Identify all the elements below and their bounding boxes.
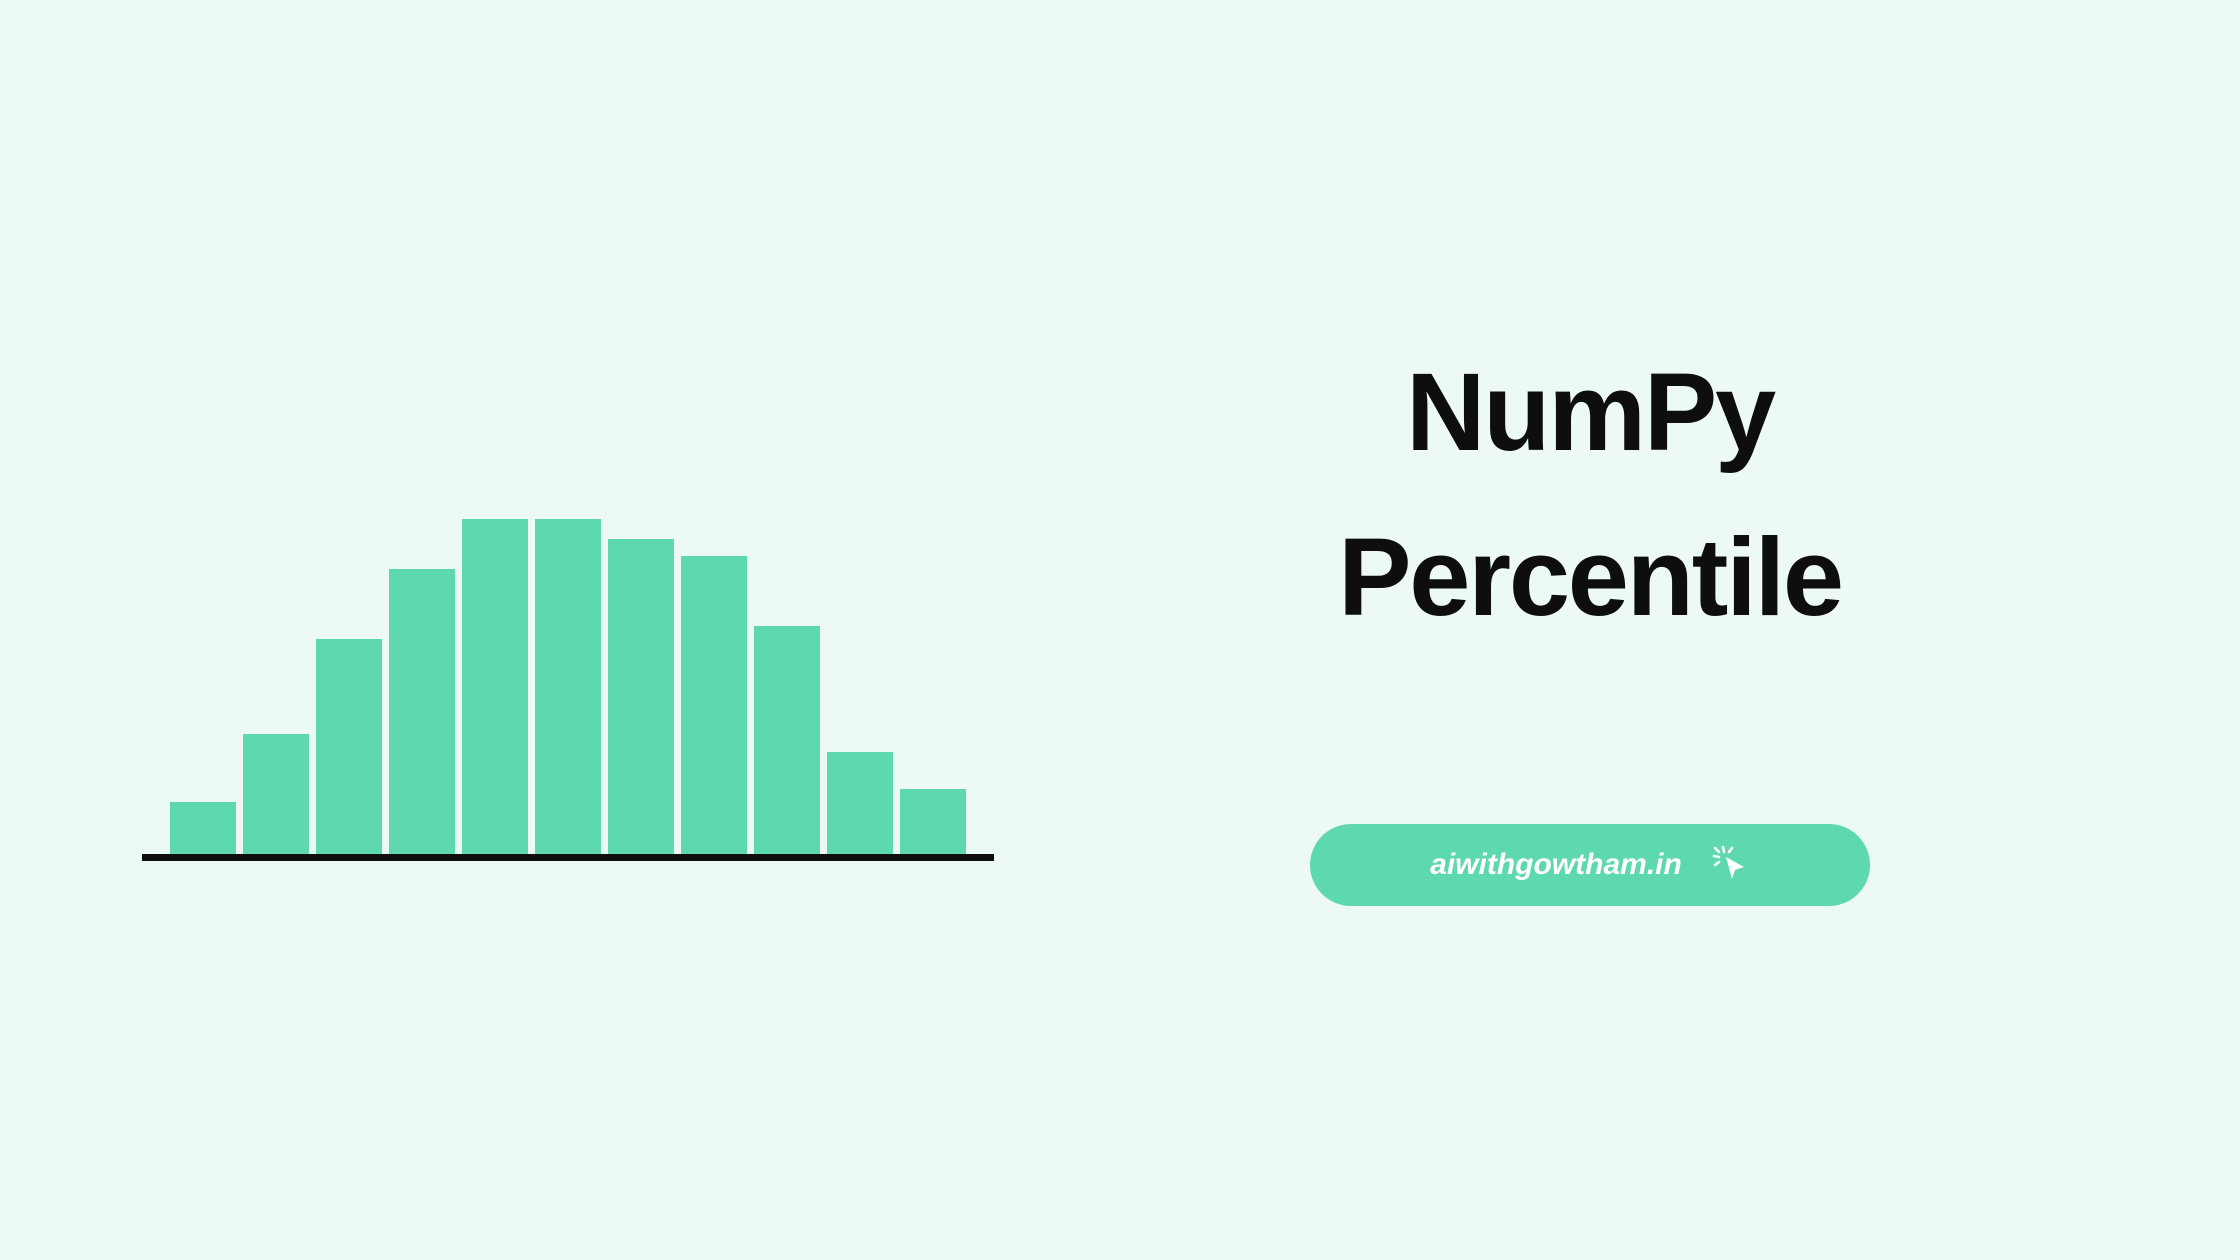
histogram-bar (389, 569, 455, 854)
histogram-bar (316, 639, 382, 854)
title-line-1: NumPy (1406, 350, 1774, 477)
histogram-bar (535, 519, 601, 854)
cursor-click-icon (1710, 843, 1750, 888)
infographic-canvas: NumPy Percentile aiwithgowtham.in (0, 0, 2240, 1260)
histogram-bar (827, 752, 893, 854)
histogram-bar (170, 802, 236, 854)
title-line-2: Percentile (1338, 515, 1842, 642)
histogram-bars (170, 514, 994, 854)
histogram-bar (462, 519, 528, 854)
histogram-bar (900, 789, 966, 854)
histogram-bar (681, 556, 747, 854)
text-region: NumPy Percentile aiwithgowtham.in (1090, 350, 2090, 906)
website-link-label: aiwithgowtham.in (1430, 848, 1682, 882)
histogram-chart (142, 514, 994, 861)
histogram-x-axis (142, 854, 994, 861)
website-link-pill[interactable]: aiwithgowtham.in (1310, 824, 1870, 906)
histogram-bar (608, 539, 674, 854)
histogram-bar (243, 734, 309, 854)
histogram-bar (754, 626, 820, 854)
